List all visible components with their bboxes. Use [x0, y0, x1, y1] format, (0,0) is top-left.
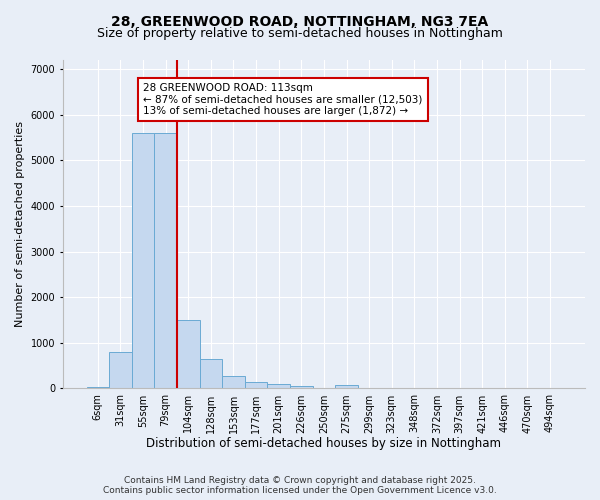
Bar	[335, 386, 358, 388]
Bar	[245, 382, 268, 388]
Text: Size of property relative to semi-detached houses in Nottingham: Size of property relative to semi-detach…	[97, 28, 503, 40]
Bar	[290, 386, 313, 388]
Bar	[86, 387, 109, 388]
X-axis label: Distribution of semi-detached houses by size in Nottingham: Distribution of semi-detached houses by …	[146, 437, 502, 450]
Bar	[268, 384, 290, 388]
Bar	[154, 133, 177, 388]
Bar	[177, 320, 200, 388]
Bar	[109, 352, 132, 389]
Text: 28 GREENWOOD ROAD: 113sqm
← 87% of semi-detached houses are smaller (12,503)
13%: 28 GREENWOOD ROAD: 113sqm ← 87% of semi-…	[143, 83, 422, 116]
Bar	[222, 376, 245, 388]
Y-axis label: Number of semi-detached properties: Number of semi-detached properties	[15, 121, 25, 327]
Text: 28, GREENWOOD ROAD, NOTTINGHAM, NG3 7EA: 28, GREENWOOD ROAD, NOTTINGHAM, NG3 7EA	[112, 15, 488, 29]
Text: Contains HM Land Registry data © Crown copyright and database right 2025.
Contai: Contains HM Land Registry data © Crown c…	[103, 476, 497, 495]
Bar	[132, 133, 154, 388]
Bar	[200, 359, 222, 388]
